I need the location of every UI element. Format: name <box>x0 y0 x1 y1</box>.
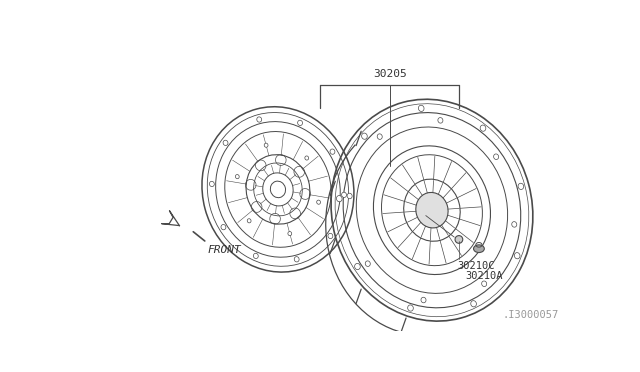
Ellipse shape <box>515 253 520 259</box>
Ellipse shape <box>298 120 303 125</box>
Ellipse shape <box>347 193 352 199</box>
Text: .I3000057: .I3000057 <box>503 310 559 320</box>
Ellipse shape <box>365 261 371 266</box>
Ellipse shape <box>294 257 299 262</box>
Ellipse shape <box>330 149 335 154</box>
Ellipse shape <box>482 281 486 286</box>
Ellipse shape <box>288 231 292 235</box>
Ellipse shape <box>247 219 251 223</box>
Ellipse shape <box>512 222 516 227</box>
Ellipse shape <box>223 140 228 145</box>
Ellipse shape <box>438 118 443 123</box>
Text: FRONT: FRONT <box>207 245 241 255</box>
Ellipse shape <box>305 156 308 160</box>
Ellipse shape <box>493 154 499 160</box>
Ellipse shape <box>221 225 226 230</box>
Ellipse shape <box>416 192 448 228</box>
Ellipse shape <box>355 263 360 270</box>
Ellipse shape <box>337 196 342 202</box>
Ellipse shape <box>518 183 524 189</box>
Ellipse shape <box>264 143 268 147</box>
Ellipse shape <box>408 305 413 311</box>
Ellipse shape <box>455 235 463 243</box>
Ellipse shape <box>236 174 239 179</box>
Ellipse shape <box>419 105 424 112</box>
Ellipse shape <box>362 133 367 139</box>
Ellipse shape <box>342 192 346 198</box>
Ellipse shape <box>474 245 484 253</box>
Text: 30205: 30205 <box>372 68 406 78</box>
Polygon shape <box>162 211 179 225</box>
Ellipse shape <box>317 200 321 204</box>
Ellipse shape <box>480 125 486 131</box>
Ellipse shape <box>421 297 426 303</box>
Ellipse shape <box>471 301 476 307</box>
Ellipse shape <box>377 134 382 140</box>
Ellipse shape <box>253 253 259 259</box>
Text: 30210A: 30210A <box>465 271 502 281</box>
Ellipse shape <box>209 181 214 187</box>
Text: 30210C: 30210C <box>458 261 495 271</box>
Ellipse shape <box>328 233 333 238</box>
Ellipse shape <box>257 117 262 122</box>
